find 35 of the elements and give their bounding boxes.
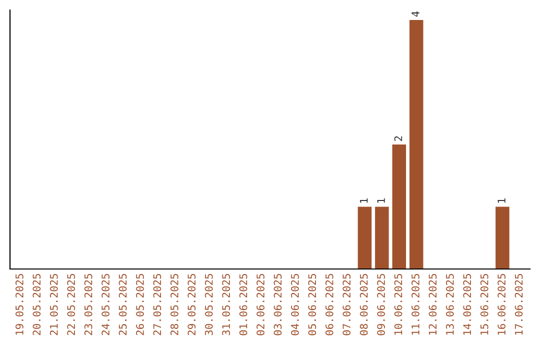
x-tick-label: 05.06.2025 [308, 274, 316, 336]
x-tick-label: 24.05.2025 [102, 274, 110, 336]
x-tick-label: 01.06.2025 [239, 274, 248, 336]
data-label: 1 [360, 198, 368, 203]
x-tick-label: 11.06.2025 [412, 274, 420, 335]
x-tick-label: 26.05.2025 [136, 274, 144, 336]
data-label: 4 [412, 11, 420, 17]
x-tick-label: 13.06.2025 [446, 274, 454, 335]
x-tick-label: 31.05.2025 [222, 274, 230, 336]
x-tick-label: 09.06.2025 [377, 274, 385, 336]
x-tick-label: 06.06.2025 [325, 274, 334, 336]
x-tick-label: 03.06.2025 [274, 274, 282, 336]
x-tick-label: 23.05.2025 [84, 274, 92, 336]
x-tick-label: 14.06.2025 [463, 274, 472, 335]
x-tick-label: 10.06.2025 [394, 274, 402, 335]
x-tick-label: 02.06.2025 [256, 274, 264, 336]
x-tick-label: 30.05.2025 [204, 274, 213, 336]
data-label: 1 [377, 198, 385, 203]
x-tick-label: 15.06.2025 [480, 274, 488, 335]
x-tick-label: 27.05.2025 [153, 274, 162, 336]
x-tick-label: 08.06.2025 [360, 274, 368, 336]
x-tick-label: 22.05.2025 [67, 274, 76, 336]
x-tick-label: 28.05.2025 [170, 274, 178, 336]
x-tick-label: 21.05.2025 [50, 274, 58, 336]
x-tick-label: 16.06.2025 [498, 274, 506, 335]
x-tick-label: 17.06.2025 [514, 274, 523, 335]
x-tick-label: 25.05.2025 [118, 274, 127, 336]
data-label: 1 [498, 198, 506, 203]
x-tick-label: 12.06.2025 [428, 274, 437, 335]
x-tick-label: 04.06.2025 [291, 274, 299, 336]
x-tick-label: 29.05.2025 [188, 274, 196, 336]
x-tick-label: 07.06.2025 [342, 274, 351, 336]
data-label: 2 [394, 136, 402, 141]
x-tick-label: 19.05.2025 [16, 274, 24, 335]
x-tick-label: 20.05.2025 [32, 274, 41, 336]
